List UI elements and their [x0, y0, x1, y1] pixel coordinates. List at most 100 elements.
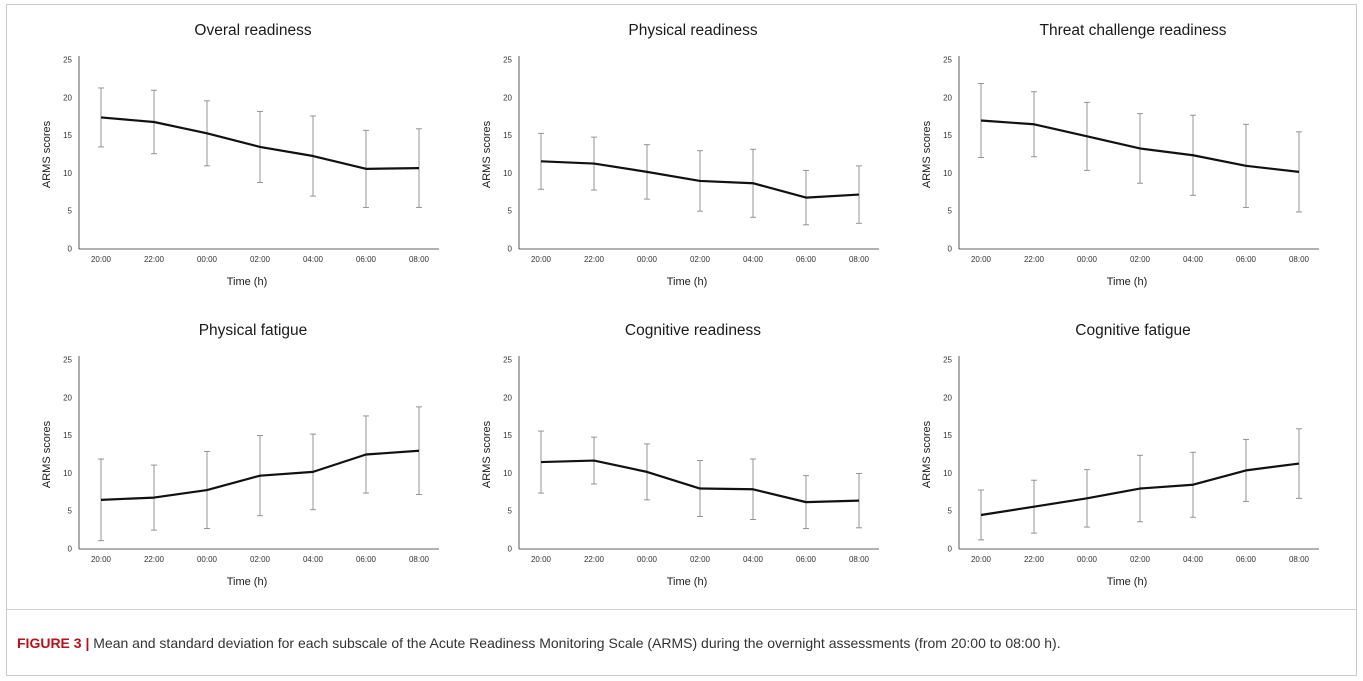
x-tick-label: 08:00 [849, 555, 870, 564]
x-tick-label: 06:00 [796, 255, 817, 264]
x-tick-label: 04:00 [303, 555, 324, 564]
x-tick-label: 08:00 [849, 255, 870, 264]
y-tick-label: 0 [68, 545, 73, 554]
chart-svg: Overal readiness 0 5 10 15 20 25 20:00 22:00 00:0… [7, 5, 447, 305]
x-tick-label: 20:00 [91, 555, 112, 564]
chart-svg: Cognitive readiness 0 5 10 15 20 25 20:00 22:00 0… [447, 305, 887, 605]
x-tick-label: 22:00 [584, 555, 605, 564]
y-tick-label: 20 [63, 93, 72, 102]
y-tick-label: 15 [943, 131, 952, 140]
chart-title: Cognitive fatigue [1075, 322, 1190, 339]
x-tick-label: 08:00 [1289, 555, 1310, 564]
x-tick-label: 06:00 [1236, 555, 1257, 564]
x-tick-label: 08:00 [409, 555, 430, 564]
y-axis-label: ARMS scores [41, 420, 53, 488]
chart-title: Physical readiness [628, 22, 757, 39]
x-tick-label: 02:00 [690, 255, 711, 264]
y-tick-label: 10 [63, 169, 72, 178]
y-tick-label: 20 [503, 93, 512, 102]
x-axis-label: Time (h) [1107, 576, 1148, 588]
y-tick-label: 10 [943, 469, 952, 478]
y-tick-label: 5 [508, 207, 513, 216]
y-tick-label: 20 [943, 93, 952, 102]
y-tick-label: 25 [503, 56, 512, 65]
y-axis-label: ARMS scores [481, 420, 493, 488]
x-tick-label: 06:00 [1236, 255, 1257, 264]
y-tick-label: 5 [68, 507, 73, 516]
x-tick-label: 20:00 [971, 555, 992, 564]
y-tick-label: 0 [948, 245, 953, 254]
x-tick-label: 04:00 [303, 255, 324, 264]
x-tick-label: 22:00 [1024, 255, 1045, 264]
x-tick-label: 00:00 [197, 555, 218, 564]
y-tick-label: 25 [503, 356, 512, 365]
y-tick-label: 0 [508, 245, 513, 254]
x-tick-label: 06:00 [796, 555, 817, 564]
y-axis-label: ARMS scores [41, 120, 53, 188]
x-tick-label: 04:00 [743, 255, 764, 264]
y-tick-label: 25 [63, 56, 72, 65]
x-tick-label: 22:00 [584, 255, 605, 264]
x-tick-label: 00:00 [1077, 555, 1098, 564]
y-tick-label: 10 [63, 469, 72, 478]
y-tick-label: 5 [948, 507, 953, 516]
chart-panel-5: Cognitive readiness 0 5 10 15 20 25 20:00 22:00 0… [447, 305, 887, 605]
x-tick-label: 02:00 [250, 255, 271, 264]
y-tick-label: 25 [943, 356, 952, 365]
chart-title: Physical fatigue [199, 322, 308, 339]
y-tick-label: 15 [943, 431, 952, 440]
x-tick-label: 22:00 [144, 255, 165, 264]
x-tick-label: 22:00 [1024, 555, 1045, 564]
x-tick-label: 04:00 [1183, 555, 1204, 564]
y-tick-label: 5 [508, 507, 513, 516]
x-tick-label: 00:00 [197, 255, 218, 264]
x-tick-label: 22:00 [144, 555, 165, 564]
y-tick-label: 25 [943, 56, 952, 65]
x-tick-label: 02:00 [1130, 255, 1151, 264]
chart-svg: Physical readiness051015202520:00 22:00 00… [447, 5, 887, 305]
figure-label: FIGURE 3 | [17, 635, 89, 651]
x-tick-label: 20:00 [91, 255, 112, 264]
chart-svg: Cognitive fatigue051015202520:00 22:00 00:… [887, 305, 1327, 605]
x-tick-label: 20:00 [531, 255, 552, 264]
y-tick-label: 5 [68, 207, 73, 216]
x-tick-label: 00:00 [1077, 255, 1098, 264]
x-axis-label: Time (h) [227, 276, 268, 288]
x-tick-label: 04:00 [1183, 255, 1204, 264]
x-tick-label: 02:00 [1130, 555, 1151, 564]
x-tick-label: 20:00 [531, 555, 552, 564]
chart-svg: Threat challenge readiness 0 5 10 15 20 25 20:0… [887, 5, 1327, 305]
x-tick-label: 20:00 [971, 255, 992, 264]
y-tick-label: 20 [503, 393, 512, 402]
chart-svg: Physical fatigue 0 5 10 15 20 25 20:00 22:00 00:0… [7, 305, 447, 605]
y-tick-label: 10 [503, 169, 512, 178]
chart-grid: Overal readiness 0 5 10 15 20 25 20:00 22:00 00:0… [7, 5, 1358, 605]
x-tick-label: 06:00 [356, 555, 377, 564]
chart-panel-6: Cognitive fatigue 0 5 10 15 20 25 20:00 22:00 00:… [887, 305, 1327, 605]
x-tick-label: 08:00 [409, 255, 430, 264]
chart-panel-3: Threat challenge readiness 0 5 10 15 20 25 20:0… [887, 5, 1327, 305]
x-tick-label: 02:00 [690, 555, 711, 564]
x-axis-label: Time (h) [667, 276, 708, 288]
x-tick-label: 08:00 [1289, 255, 1310, 264]
y-axis-label: ARMS scores [921, 120, 933, 188]
chart-title: Overal readiness [194, 22, 311, 39]
caption-text: Mean and standard deviation for each sub… [89, 635, 1060, 651]
y-tick-label: 0 [68, 245, 73, 254]
y-tick-label: 25 [63, 356, 72, 365]
chart-panel-2: Physical readiness 0 5 10 15 20 25 20:00 22:00 00… [447, 5, 887, 305]
caption-divider [7, 609, 1356, 610]
y-tick-label: 20 [63, 393, 72, 402]
y-tick-label: 15 [63, 431, 72, 440]
y-tick-label: 15 [63, 131, 72, 140]
y-tick-label: 15 [503, 131, 512, 140]
y-tick-label: 5 [948, 207, 953, 216]
chart-title: Threat challenge readiness [1040, 22, 1227, 39]
x-axis-label: Time (h) [227, 576, 268, 588]
x-axis-label: Time (h) [1107, 276, 1148, 288]
y-tick-label: 0 [508, 545, 513, 554]
x-tick-label: 02:00 [250, 555, 271, 564]
figure-caption: FIGURE 3 | Mean and standard deviation f… [17, 633, 1337, 653]
figure-frame: Overal readiness 0 5 10 15 20 25 20:00 22:00 00:0… [6, 4, 1357, 676]
y-tick-label: 15 [503, 431, 512, 440]
